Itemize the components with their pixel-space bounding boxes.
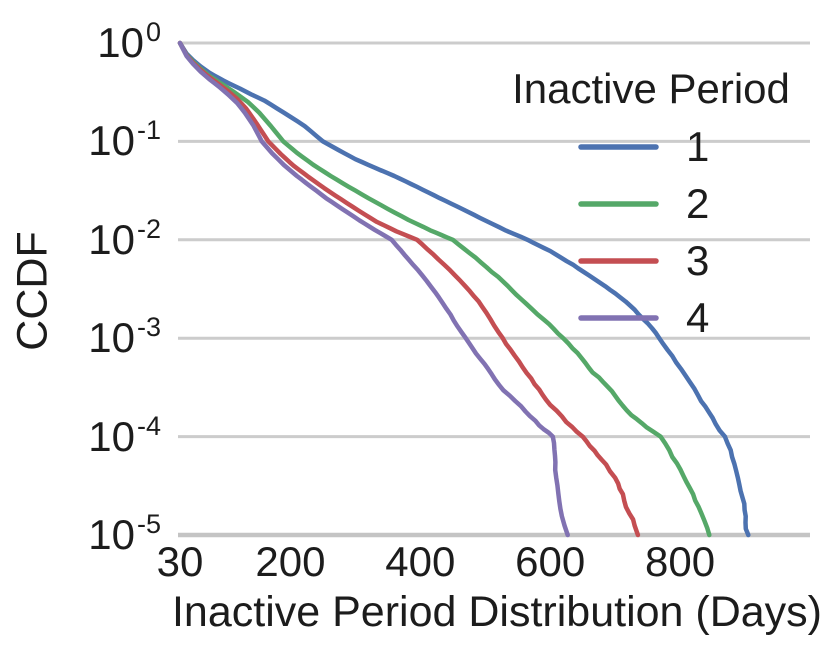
y-tick-exponent: 0 bbox=[145, 17, 161, 47]
y-tick-base: 10 bbox=[88, 215, 135, 263]
y-tick-base: 10 bbox=[97, 19, 144, 66]
y-axis-title: CCDF bbox=[8, 231, 57, 351]
legend-item-3: 3 bbox=[492, 232, 810, 289]
y-tick-label-1e-2: 10-2 bbox=[88, 215, 161, 263]
series-line-1 bbox=[177, 40, 751, 538]
x-tick-label-30: 30 bbox=[156, 538, 204, 585]
y-tick-label-1e-4: 10-4 bbox=[88, 412, 161, 460]
y-tick-base: 10 bbox=[88, 117, 135, 165]
y-tick-exponent: -5 bbox=[136, 509, 161, 539]
x-axis-title: Inactive Period Distribution (Days) bbox=[171, 588, 823, 636]
legend-label-1: 1 bbox=[686, 122, 710, 170]
y-tick-exponent: -1 bbox=[136, 115, 161, 146]
legend-swatch-line-4 bbox=[578, 314, 659, 321]
series-line-2 bbox=[177, 40, 712, 538]
x-tick-label-800: 800 bbox=[645, 538, 716, 585]
legend-title: Inactive Period bbox=[512, 65, 790, 112]
x-tick-label-600: 600 bbox=[515, 538, 586, 585]
series-line-4 bbox=[177, 40, 570, 538]
y-tick-label-1e-1: 10-1 bbox=[88, 117, 161, 165]
y-tick-label-1e0: 100 bbox=[97, 19, 161, 66]
x-tick-label-400: 400 bbox=[385, 538, 456, 585]
y-tick-label-1e-3: 10-3 bbox=[88, 314, 161, 362]
y-tick-exponent: -4 bbox=[136, 410, 161, 441]
y-tick-exponent: -2 bbox=[136, 213, 161, 244]
legend: Inactive Period 1 2 3 4 bbox=[492, 66, 810, 346]
legend-swatch-line-1 bbox=[578, 143, 659, 150]
legend-item-2: 2 bbox=[492, 175, 810, 232]
y-tick-base: 10 bbox=[88, 314, 135, 362]
x-tick-label-200: 200 bbox=[255, 538, 326, 585]
legend-item-4: 4 bbox=[492, 289, 810, 346]
y-tick-exponent: -3 bbox=[136, 312, 161, 343]
legend-swatch-line-3 bbox=[578, 257, 659, 264]
legend-label-4: 4 bbox=[686, 293, 710, 341]
legend-label-3: 3 bbox=[686, 236, 710, 284]
y-tick-label-1e-5: 10-5 bbox=[88, 511, 161, 558]
legend-swatch-line-2 bbox=[578, 200, 659, 207]
legend-item-1: 1 bbox=[492, 118, 810, 175]
series-line-3 bbox=[177, 40, 641, 538]
y-tick-base: 10 bbox=[88, 511, 135, 558]
y-tick-base: 10 bbox=[88, 412, 135, 460]
legend-label-2: 2 bbox=[686, 179, 710, 227]
